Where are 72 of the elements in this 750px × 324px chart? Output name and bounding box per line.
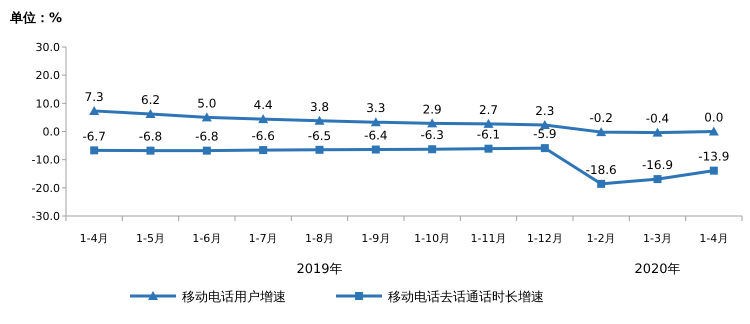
point [540,144,549,152]
point [597,180,606,188]
data-label: -6.3 [420,128,444,142]
point [89,106,100,115]
y-tick-label: 0.0 [42,126,60,138]
point [90,146,98,154]
point [146,146,154,155]
text: 2019年 [296,262,343,277]
data-label: -6.5 [308,128,332,143]
point [372,146,380,154]
y-tick-label: 20.0 [36,69,60,82]
data-label: -5.9 [533,127,557,142]
data-label: 2.9 [422,102,442,116]
data-label: -13.9 [698,150,730,164]
point [484,118,494,128]
data-label: 0.0 [704,110,724,124]
data-label: 2.3 [535,104,554,118]
point [484,144,492,153]
x-tick-label: 1-4月 [699,232,728,245]
point [654,175,662,184]
data-label: 3.3 [366,101,386,116]
legend-label: 移动电话去话通话时长增速 [388,290,544,305]
data-label: 3.8 [310,100,330,114]
legend-label: 移动电话用户增速 [182,290,286,305]
y-tick-label: -30.0 [32,210,60,223]
y-tick-label: 30.0 [36,41,60,54]
data-label: -6.4 [364,128,388,143]
point [540,120,550,130]
data-label: -6.7 [82,129,106,144]
point [428,145,436,154]
data-label: -18.6 [586,162,617,177]
data-label: 7.3 [84,90,104,104]
point [596,127,606,136]
data-label: -0.4 [646,112,670,126]
x-tick-label: 1-5月 [136,232,165,245]
point [259,146,268,154]
point [427,118,438,128]
point [314,116,324,125]
point [202,112,212,122]
y-tick-label: -10.0 [32,154,60,167]
point [146,109,156,118]
data-label: -16.9 [642,158,674,172]
point [708,126,719,136]
x-tick-label: 1-3月 [643,232,672,245]
data-label: 6.2 [140,93,160,108]
x-tick-label: 1-7月 [248,232,278,245]
x-tick-label: 1-11月 [470,232,506,245]
y-tick-label: -20.0 [32,182,60,195]
x-tick-label: 1-10月 [414,232,450,245]
x-tick-label: 1-4月 [80,232,109,245]
text: 2020年 [634,262,681,277]
data-label: -6.1 [476,128,500,142]
chart-title: 单位：% [9,10,62,26]
point [652,128,662,137]
point [202,146,211,155]
data-label: -6.8 [195,130,219,144]
data-label: 4.4 [254,98,273,112]
data-label: -6.6 [251,129,275,144]
data-label: -0.2 [589,111,613,126]
data-label: 2.7 [478,102,498,117]
point [710,166,718,175]
point [370,117,381,126]
x-tick-label: 1-2月 [586,232,616,245]
x-tick-label: 1-12月 [526,232,563,245]
x-tick-label: 1-9月 [361,232,390,245]
x-tick-label: 1-8月 [305,232,334,245]
point [316,146,324,154]
data-label: 5.0 [197,96,216,110]
y-tick-label: 10.0 [36,97,60,110]
point [258,114,268,124]
x-tick-label: 1-6月 [192,232,222,245]
data-label: -6.8 [138,130,162,144]
